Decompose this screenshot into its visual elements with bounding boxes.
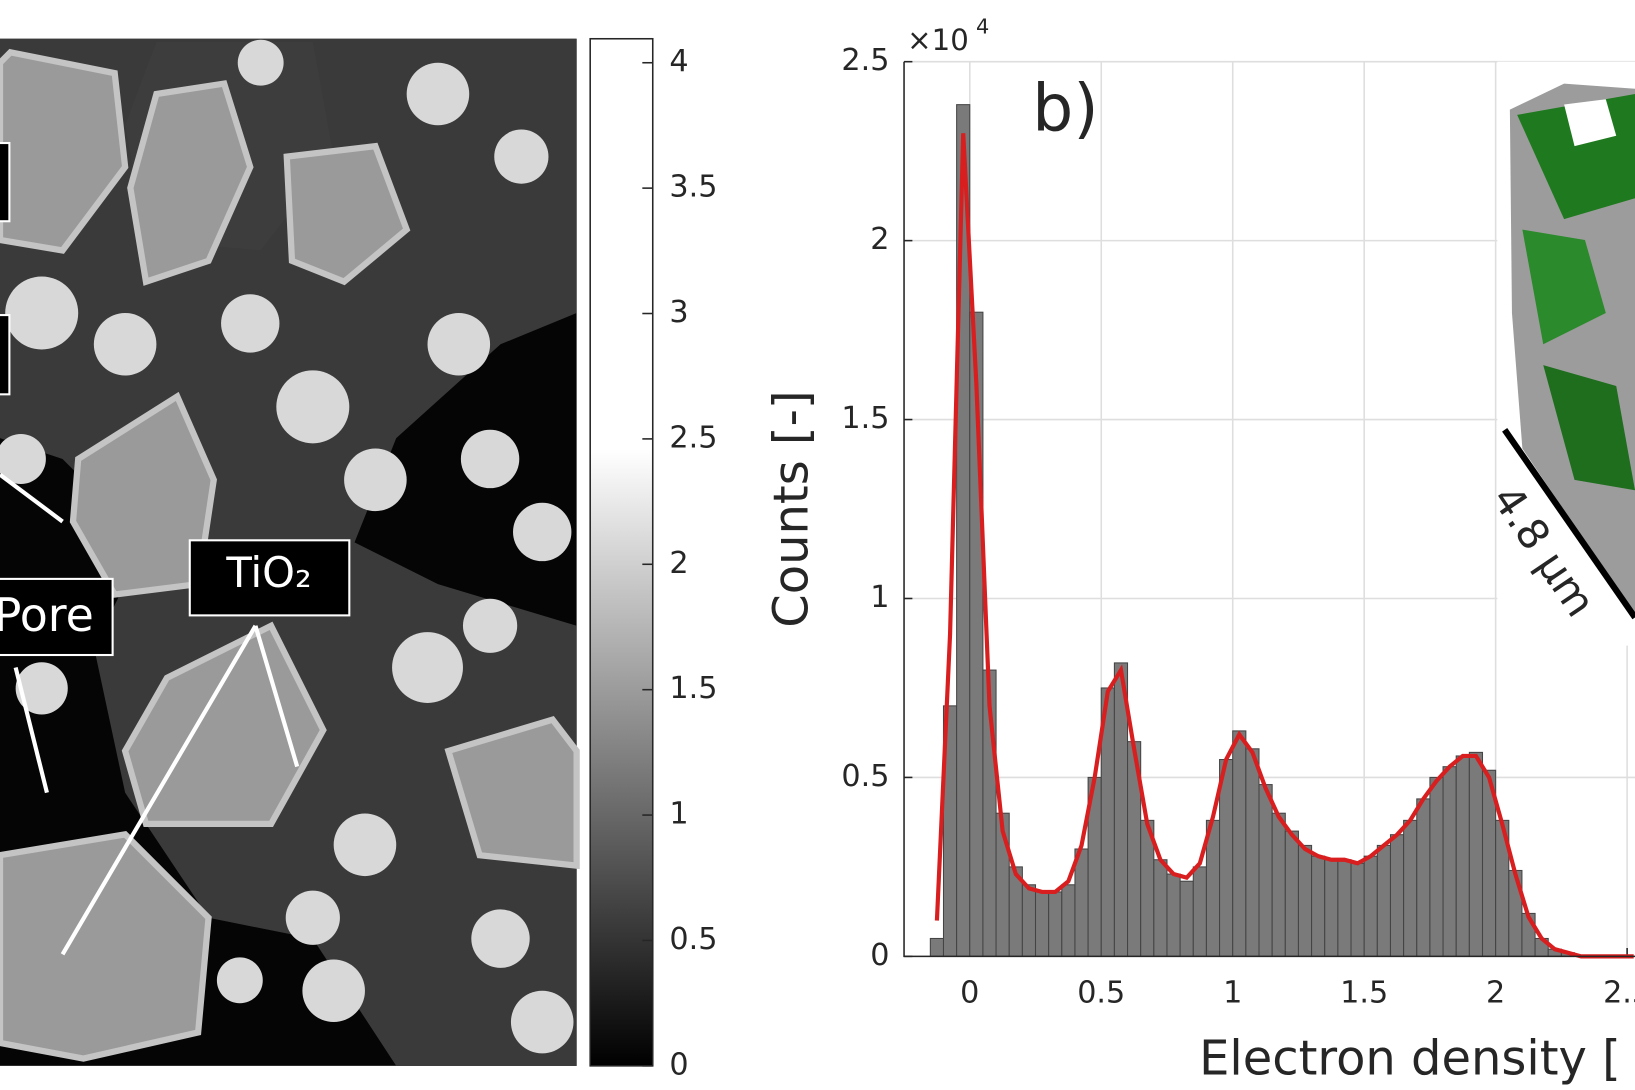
x-tick-label: 1.5 bbox=[1340, 975, 1388, 1010]
histogram-bar bbox=[1153, 859, 1168, 957]
colorbar-tick-label: 0 bbox=[669, 1047, 688, 1082]
histogram-bar bbox=[1179, 880, 1194, 957]
histogram-bar bbox=[1245, 748, 1260, 957]
y-tick-label: 0.5 bbox=[841, 759, 889, 794]
colorbar-tick-label: 1.5 bbox=[669, 671, 717, 706]
histogram-bar bbox=[1363, 855, 1378, 957]
y-axis-label: Counts [-] bbox=[764, 390, 820, 627]
histogram-bar bbox=[1376, 844, 1391, 957]
histogram-bar bbox=[1219, 759, 1234, 957]
histogram-bar bbox=[1258, 784, 1273, 957]
x-tick-label: 2 bbox=[1486, 975, 1505, 1010]
histogram-bar bbox=[1034, 891, 1050, 957]
histogram-bar bbox=[1232, 730, 1247, 957]
x-axis-label: Electron density [ bbox=[1199, 1031, 1621, 1087]
y-tick-label: 0 bbox=[870, 938, 889, 973]
colorbar-tick-label: 3.5 bbox=[669, 170, 717, 205]
colorbar-tick-label: 3 bbox=[669, 295, 688, 330]
histogram-bar bbox=[1205, 819, 1221, 957]
histogram-bar bbox=[1061, 884, 1076, 957]
histogram-bar bbox=[1192, 866, 1207, 957]
histogram-bar bbox=[1311, 855, 1326, 957]
fit-line bbox=[934, 133, 1634, 959]
histogram-bar bbox=[1271, 812, 1286, 957]
y-tick-label: 2.5 bbox=[841, 43, 889, 78]
histogram-bar bbox=[1416, 798, 1431, 957]
histogram-bar bbox=[1166, 873, 1181, 957]
axes bbox=[903, 61, 1635, 958]
region-label: Pore bbox=[0, 588, 94, 642]
histogram-bar bbox=[1468, 751, 1484, 957]
panel-label: b) bbox=[1032, 71, 1098, 146]
colorbar bbox=[589, 37, 654, 1067]
colorbar-tick-label: 2.5 bbox=[669, 420, 717, 455]
histogram-bar bbox=[1284, 830, 1299, 957]
colorbar-tick-label: 1 bbox=[669, 797, 688, 832]
y-multiplier-exponent: 4 bbox=[976, 14, 989, 38]
colorbar-tick-label: 0.5 bbox=[669, 922, 717, 957]
y-tick-label: 2 bbox=[870, 222, 889, 257]
x-tick-label: 0.5 bbox=[1077, 975, 1125, 1010]
histogram-bar bbox=[1324, 859, 1339, 957]
histogram-bar bbox=[1297, 844, 1313, 957]
histogram-bar bbox=[1021, 884, 1037, 957]
histogram-bar bbox=[1403, 819, 1418, 957]
histogram-bar bbox=[1429, 776, 1444, 957]
x-tick-label: 0 bbox=[960, 975, 979, 1010]
y-tick-label: 1 bbox=[870, 580, 889, 615]
histogram-bar bbox=[1442, 766, 1457, 957]
histogram-bar bbox=[929, 937, 945, 957]
micrograph: TiO₂ Pore bbox=[0, 38, 580, 1066]
inset-render bbox=[1502, 83, 1635, 620]
y-multiplier: ×10 bbox=[907, 23, 969, 57]
histogram-bar bbox=[1389, 834, 1405, 957]
colorbar-tick-label: 2 bbox=[669, 546, 688, 581]
x-tick-label: 2.5 bbox=[1603, 975, 1635, 1010]
y-tick-label: 1.5 bbox=[841, 401, 889, 436]
histogram-bar bbox=[1048, 891, 1063, 957]
histogram-bar bbox=[1337, 859, 1352, 957]
colorbar-tick-label: 4 bbox=[669, 44, 688, 79]
x-tick-label: 1 bbox=[1223, 975, 1242, 1010]
region-label: TiO₂ bbox=[225, 548, 311, 597]
histogram-bar bbox=[1455, 755, 1470, 957]
histogram-bar bbox=[1350, 862, 1365, 957]
histogram-bar bbox=[1074, 848, 1089, 957]
